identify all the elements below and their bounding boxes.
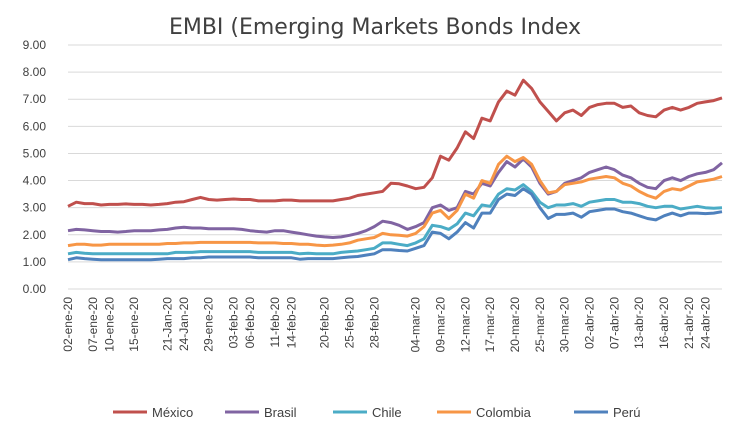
x-tick-label: 30-mar-20: [558, 297, 572, 353]
x-tick-label: 10-ene-20: [102, 297, 116, 352]
y-tick-label: 2.00: [23, 228, 47, 242]
x-tick-label: 21-abr-20: [682, 297, 696, 349]
x-tick-label: 11-feb-20: [268, 297, 282, 348]
y-tick-label: 1.00: [23, 255, 47, 269]
x-tick-label: 17-mar-20: [483, 297, 497, 353]
series-lines: [67, 78, 723, 262]
legend-label: México: [152, 405, 193, 420]
x-tick-label: 28-feb-20: [367, 297, 381, 349]
x-tick-label: 04-mar-20: [409, 297, 423, 353]
x-axis-tick-labels: 02-ene-20 07-ene-20 10-ene-20 15-ene-20 21-J…: [61, 297, 712, 353]
x-tick-label: 02-ene-20: [61, 297, 75, 352]
x-tick-label: 02-abr-20: [583, 297, 597, 349]
y-tick-label: 3.00: [23, 201, 47, 215]
series-line-4: [67, 154, 723, 248]
series-line-5: [67, 187, 723, 262]
legend: México Brasil Chile Colombia Perú: [113, 405, 640, 420]
x-tick-label: 14-feb-20: [285, 297, 299, 349]
gridlines: [68, 44, 722, 290]
x-tick-label: 25-feb-20: [342, 297, 356, 349]
x-tick-label: 06-feb-20: [243, 297, 257, 349]
y-tick-label: 8.00: [23, 65, 47, 79]
x-tick-label: 09-mar-20: [434, 297, 448, 353]
legend-label: Chile: [372, 405, 402, 420]
y-tick-label: 0.00: [23, 282, 47, 296]
y-tick-label: 7.00: [23, 92, 47, 106]
y-tick-label: 9.00: [23, 38, 47, 52]
x-tick-label: 20-mar-20: [508, 297, 522, 353]
legend-label: Perú: [613, 405, 640, 420]
series-line-2: [67, 157, 723, 239]
x-tick-label: 13-abr-20: [632, 297, 646, 349]
x-tick-label: 07-abr-20: [607, 297, 621, 349]
x-tick-label: 16-abr-20: [657, 297, 671, 349]
y-axis-tick-labels: 0.00 1.00 2.00 3.00 4.00 5.00 6.00 7.00 8.00 9.00: [23, 38, 47, 296]
y-tick-label: 5.00: [23, 146, 47, 160]
x-tick-label: 12-mar-20: [458, 297, 472, 353]
x-tick-label: 24-abr-20: [698, 297, 712, 349]
x-tick-label: 24-Jan-20: [177, 297, 191, 351]
legend-label: Brasil: [264, 405, 297, 420]
legend-label: Colombia: [476, 405, 532, 420]
x-tick-label: 15-ene-20: [127, 297, 141, 352]
x-tick-label: 21-Jan-20: [160, 297, 174, 351]
x-tick-label: 03-feb-20: [227, 297, 241, 349]
series-line-3: [67, 183, 723, 256]
chart-title: EMBI (Emerging Markets Bonds Index: [169, 15, 581, 40]
x-tick-label: 29-ene-20: [202, 297, 216, 352]
y-tick-label: 6.00: [23, 119, 47, 133]
x-tick-label: 20-feb-20: [318, 297, 332, 349]
series-line-1: [67, 78, 723, 208]
x-tick-label: 07-ene-20: [86, 297, 100, 352]
x-tick-label: 25-mar-20: [533, 297, 547, 353]
y-tick-label: 4.00: [23, 174, 47, 188]
